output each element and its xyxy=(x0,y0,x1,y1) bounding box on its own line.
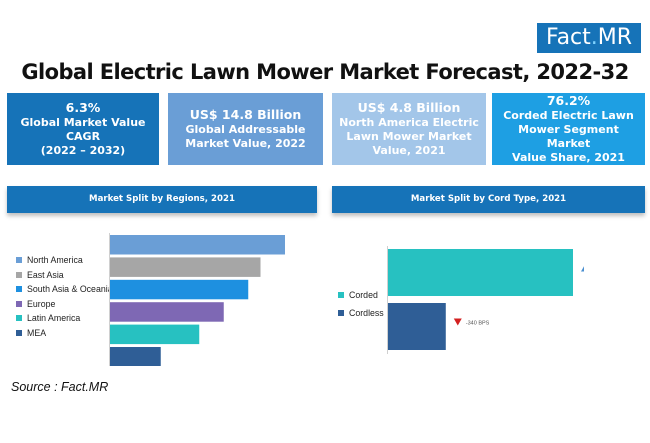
page-title: Global Electric Lawn Mower Market Foreca… xyxy=(21,60,629,84)
stat-value: US$ 14.8 Billion xyxy=(189,107,302,122)
legend-label: Corded xyxy=(349,290,378,300)
stat-box-corded-share: 76.2% Corded Electric Lawn Mower Segment… xyxy=(492,93,645,165)
legend-label: North America xyxy=(27,255,83,266)
stat-label: Mower Segment Market xyxy=(518,123,619,150)
stat-value: US$ 4.8 Billion xyxy=(357,100,461,115)
legend-item-latin-america: Latin America xyxy=(16,311,113,326)
stat-value: 6.3% xyxy=(65,100,101,115)
up-arrow-icon xyxy=(581,266,584,272)
legend-item-south-asia-oceania: South Asia & Oceania xyxy=(16,282,113,297)
stat-label: Market Value, 2022 xyxy=(185,137,306,150)
stat-label: Global Addressable xyxy=(185,123,306,136)
stat-label: CAGR xyxy=(65,130,101,143)
legend-swatch xyxy=(16,271,22,278)
legend-swatch xyxy=(16,329,22,336)
legend-swatch xyxy=(338,292,344,298)
legend-label: MEA xyxy=(27,327,47,338)
stat-box-north-america: US$ 4.8 Billion North America Electric L… xyxy=(332,93,486,165)
legend-item-east-asia: East Asia xyxy=(16,268,113,283)
bps-annotation: -340 BPS xyxy=(466,321,490,327)
stat-label: Lawn Mower Market xyxy=(346,130,472,143)
source-note: Source : Fact.MR xyxy=(11,380,109,394)
legend-swatch xyxy=(16,300,22,307)
legend-swatch xyxy=(16,286,22,293)
legend-label: South Asia & Oceania xyxy=(27,284,113,295)
stat-label: Corded Electric Lawn xyxy=(503,109,634,122)
stat-label: Value Share, 2021 xyxy=(512,151,625,164)
cord-type-bar-chart: +340 BPS-340 BPS xyxy=(387,246,584,354)
legend-item-mea: MEA xyxy=(16,326,113,341)
legend-swatch xyxy=(16,315,22,322)
legend-item-europe: Europe xyxy=(16,297,113,312)
regions-panel-title: Market Split by Regions, 2021 xyxy=(7,186,317,213)
bar-latin-america xyxy=(110,324,200,345)
fact-mr-logo: Fact.MR xyxy=(537,23,641,53)
bar-east-asia xyxy=(110,257,261,277)
bar-europe xyxy=(110,302,224,322)
stat-label: (2022 – 2032) xyxy=(40,144,126,157)
regions-bar-chart xyxy=(109,233,285,366)
stat-label: Global Market Value xyxy=(20,116,146,129)
stat-box-cagr: 6.3% Global Market Value CAGR (2022 – 20… xyxy=(7,93,159,165)
legend-swatch xyxy=(16,257,22,264)
legend-label: East Asia xyxy=(27,269,64,280)
cord-type-legend: Corded Cordless xyxy=(338,286,384,322)
down-arrow-icon xyxy=(453,318,462,326)
regions-legend: North America East Asia South Asia & Oce… xyxy=(16,253,113,340)
stat-value: 76.2% xyxy=(546,93,591,108)
cord-type-panel-title: Market Split by Cord Type, 2021 xyxy=(332,186,645,213)
legend-item-north-america: North America xyxy=(16,253,113,268)
bar-north-america xyxy=(110,235,285,255)
bar-corded xyxy=(388,249,573,296)
legend-label: Europe xyxy=(27,298,56,309)
legend-swatch xyxy=(338,310,344,316)
legend-item-cordless: Cordless xyxy=(338,304,384,322)
legend-label: Cordless xyxy=(349,308,384,318)
stat-label: North America Electric xyxy=(339,116,479,129)
bar-south-asia-and-oceania xyxy=(110,279,249,300)
stat-label: Value, 2021 xyxy=(372,144,446,157)
legend-item-corded: Corded xyxy=(338,286,384,304)
bar-mea xyxy=(110,347,161,366)
bar-cordless xyxy=(388,303,446,350)
legend-label: Latin America xyxy=(27,313,81,324)
stat-box-market-value: US$ 14.8 Billion Global Addressable Mark… xyxy=(168,93,323,165)
